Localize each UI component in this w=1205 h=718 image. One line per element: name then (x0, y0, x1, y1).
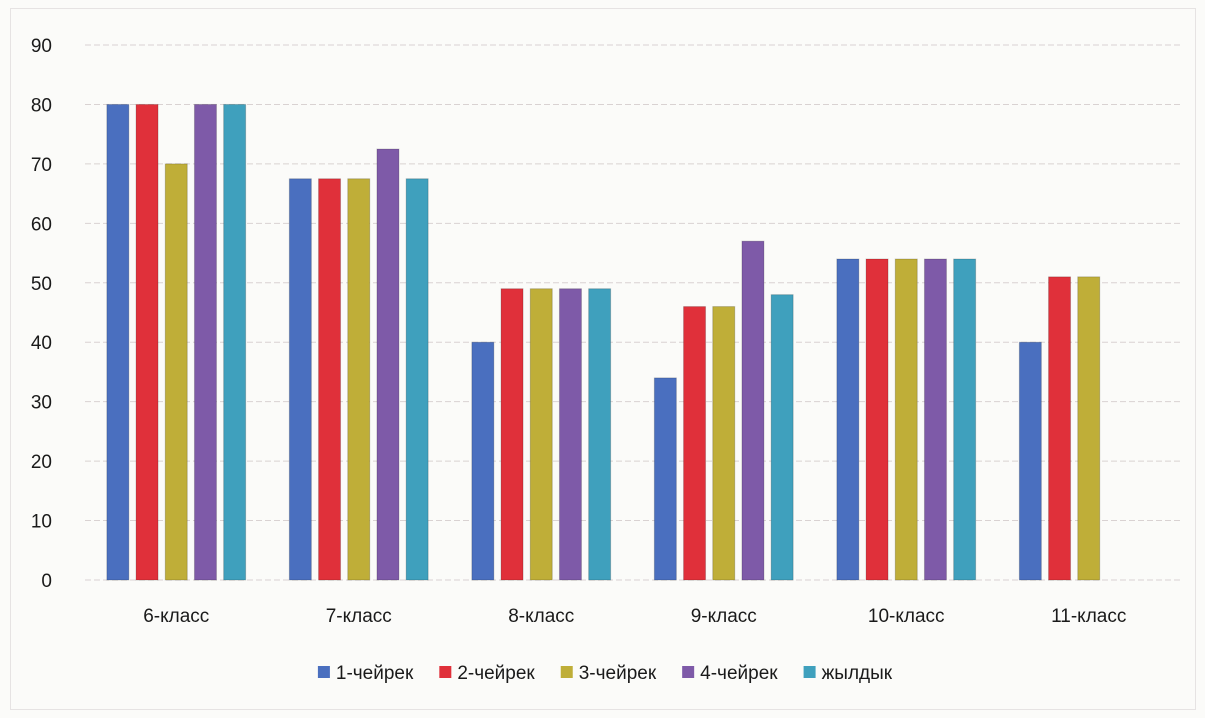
bar (347, 178, 371, 581)
bar (741, 240, 765, 581)
bar (923, 258, 947, 581)
y-axis-ticks: 0 10 20 30 40 50 60 70 80 90 (31, 36, 52, 592)
y-tick-label: 40 (31, 333, 52, 354)
bar (164, 163, 188, 581)
legend-swatch (682, 666, 695, 678)
x-category-label: 10-класс (868, 606, 945, 627)
x-axis-labels: 6-класс 7-класс 8-класс 9-класс 10-класс 11-к… (143, 606, 1126, 627)
y-tick-label: 50 (31, 274, 52, 295)
bar (529, 288, 553, 581)
bar (712, 306, 736, 581)
bar (1048, 276, 1072, 581)
legend-label: 1-чейрек (336, 663, 414, 684)
bar (135, 103, 159, 581)
y-tick-label: 0 (41, 571, 52, 592)
x-category-label: 8-класс (508, 606, 574, 627)
bar (653, 377, 677, 581)
bar (894, 258, 918, 581)
bar (1077, 276, 1101, 581)
legend-swatch (560, 666, 573, 678)
legend: 1-чейрек 2-чейрек 3-чейрек 4-чейрек жылдык (317, 663, 893, 684)
bar (223, 103, 247, 581)
legend-label: жылдык (822, 663, 893, 684)
bar (193, 103, 217, 581)
y-tick-label: 90 (31, 36, 52, 57)
bar (106, 103, 130, 581)
legend-label: 3-чейрек (579, 663, 657, 684)
bar (318, 178, 342, 581)
chart-frame (10, 8, 1196, 710)
bar (376, 148, 400, 581)
y-tick-label: 60 (31, 214, 52, 235)
x-category-label: 11-класс (1051, 606, 1126, 627)
bar (683, 306, 707, 581)
bar (588, 288, 612, 581)
bar (1018, 341, 1042, 581)
y-tick-label: 10 (31, 512, 52, 533)
bars (106, 103, 1101, 581)
y-tick-label: 70 (31, 155, 52, 176)
bar (405, 178, 429, 581)
legend-label: 2-чейрек (457, 663, 535, 684)
bar (558, 288, 582, 581)
bar (770, 294, 794, 581)
bar (288, 178, 312, 581)
legend-label: 4-чейрек (700, 663, 778, 684)
grid-lines (85, 44, 1180, 581)
y-tick-label: 30 (31, 393, 52, 414)
x-category-label: 6-класс (143, 606, 209, 627)
bar (471, 341, 495, 581)
legend-swatch (317, 666, 330, 678)
bar (836, 258, 860, 581)
x-category-label: 9-класс (691, 606, 757, 627)
y-tick-label: 80 (31, 95, 52, 116)
y-tick-label: 20 (31, 452, 52, 473)
bar (500, 288, 524, 581)
x-category-label: 7-класс (326, 606, 392, 627)
legend-swatch (439, 666, 452, 678)
bar (953, 258, 977, 581)
legend-swatch (803, 666, 816, 678)
bar (865, 258, 889, 581)
